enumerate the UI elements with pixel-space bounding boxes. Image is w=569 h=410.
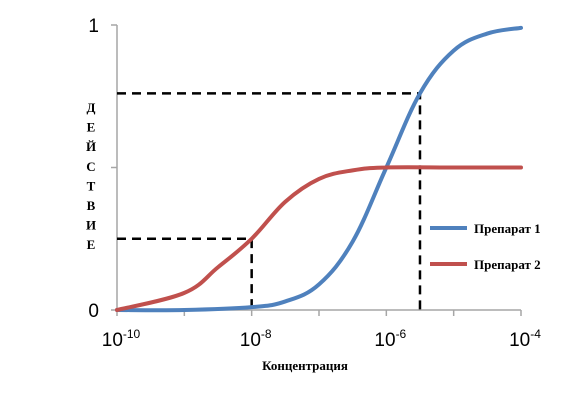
series-line-1 [115, 25, 523, 313]
legend-label-2: Препарат 2 [474, 257, 541, 272]
x-tick-base: 10 [102, 330, 123, 351]
x-tick-base: 10 [509, 330, 530, 351]
x-tick-exponent: -6 [396, 327, 407, 341]
x-tick-exponent: -10 [123, 327, 141, 341]
y-tick-label: 0 [88, 301, 99, 322]
y-axis-label-char: В [87, 198, 96, 213]
x-tick-label: 10-6 [374, 327, 406, 351]
legend: Препарат 1 Препарат 2 [430, 221, 541, 272]
y-axis-label-char: Е [87, 120, 96, 135]
x-tick-label: 10-10 [102, 327, 141, 351]
y-axis-label-char: Е [87, 237, 96, 252]
axes [111, 24, 522, 316]
x-tick-base: 10 [374, 330, 395, 351]
x-axis-label: Концентрация [262, 358, 348, 373]
y-axis-label-char: Д [87, 100, 96, 115]
tick-labels: 10-10 10-8 10-6 10-401 [88, 16, 541, 351]
reference-lines [117, 92, 422, 310]
reference-line-1 [117, 237, 253, 310]
y-tick-label: 1 [88, 16, 99, 37]
series-lines [115, 25, 523, 313]
legend-label-1: Препарат 1 [474, 221, 541, 236]
y-axis-label-char: И [86, 218, 96, 233]
y-axis-label-char: Й [86, 139, 96, 154]
x-tick-exponent: -8 [261, 327, 272, 341]
x-tick-base: 10 [240, 330, 261, 351]
x-tick-label: 10-8 [240, 327, 272, 351]
series-line-2 [115, 165, 523, 312]
y-axis-label-char: С [86, 159, 95, 174]
reference-line-2 [117, 92, 422, 310]
x-tick-exponent: -4 [530, 327, 541, 341]
x-tick-label: 10-4 [509, 327, 541, 351]
y-axis-label-char: Т [87, 178, 96, 193]
